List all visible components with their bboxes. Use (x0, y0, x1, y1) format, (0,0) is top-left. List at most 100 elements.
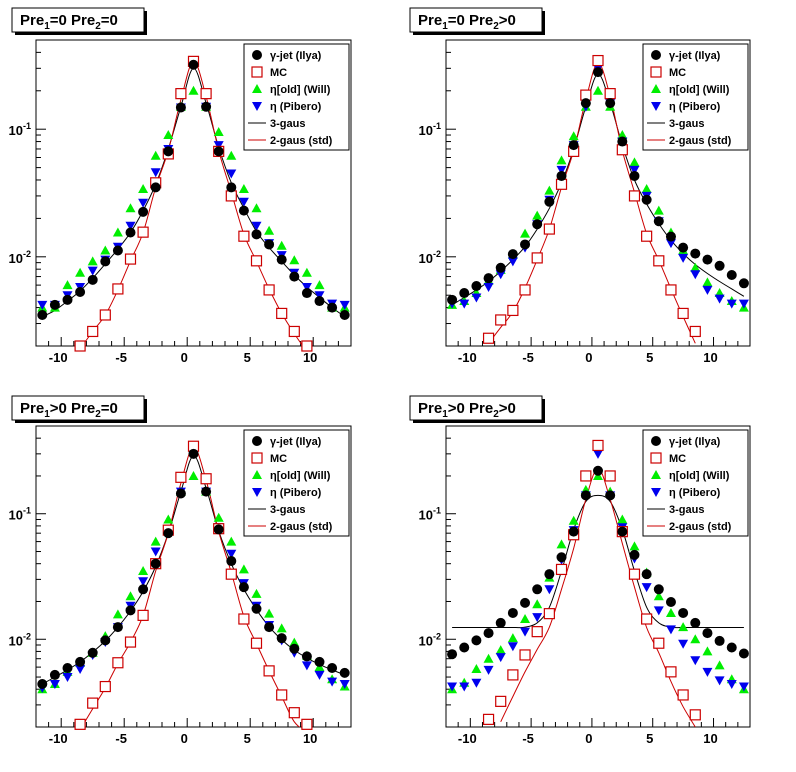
y-tick-exponent: -1 (433, 121, 441, 131)
data-point (49, 680, 60, 690)
legend-marker (651, 102, 661, 111)
data-point (150, 182, 161, 193)
legend-marker (651, 470, 661, 479)
y-tick-label: 10-2 (419, 249, 441, 266)
data-point (714, 294, 725, 304)
y-tick-base: 10 (419, 123, 433, 138)
x-tick-label: 0 (181, 731, 188, 746)
data-point (150, 547, 161, 557)
data-point (251, 588, 262, 598)
x-tick-label: -5 (115, 350, 127, 365)
y-tick-exponent: -2 (23, 249, 31, 259)
title-part: Pre (469, 12, 493, 29)
data-point (520, 239, 531, 250)
x-tick-label: 0 (585, 350, 592, 365)
data-point (276, 240, 287, 250)
data-point (738, 648, 749, 659)
data-point (580, 470, 592, 482)
legend-label: η (Pibero) (669, 487, 721, 499)
data-point (138, 183, 149, 193)
data-point (665, 284, 677, 296)
data-point (593, 85, 603, 95)
data-point (495, 645, 506, 655)
y-tick-exponent: -2 (433, 631, 441, 641)
legend-marker (251, 452, 263, 464)
data-point (495, 262, 506, 273)
data-point (605, 490, 616, 501)
data-point (213, 512, 224, 522)
data-point (62, 673, 73, 683)
data-point (124, 636, 137, 648)
data-point (653, 637, 665, 649)
legend-marker (651, 84, 661, 93)
data-point (653, 216, 664, 227)
data-point (100, 635, 111, 646)
legend-label: γ-jet (Ilya) (669, 50, 721, 62)
data-point (87, 325, 99, 338)
data-point (459, 642, 470, 653)
title-part: Pre (71, 400, 95, 417)
data-point (188, 448, 199, 459)
data-point (125, 591, 136, 601)
title-box (11, 395, 145, 421)
data-point (689, 709, 701, 721)
y-axis: 10-110-2 (9, 39, 46, 347)
legend: γ-jet (Ilya) MC η[old] (Will) η (Pibero) 3-g… (243, 43, 350, 151)
data-point (495, 314, 507, 326)
data-point (459, 299, 470, 309)
x-tick-label: 10 (703, 350, 717, 365)
data-point (544, 185, 555, 195)
data-point (75, 656, 86, 667)
legend-label: γ-jet (Ilya) (669, 436, 721, 448)
data-point (495, 695, 507, 707)
data-point (188, 470, 199, 480)
data-point (592, 439, 604, 452)
title-subscript: 2 (493, 21, 499, 32)
legend-label: 3-gaus (669, 504, 704, 516)
title-text: Pre1>0 Pre2=0 (20, 400, 118, 420)
data-point (641, 583, 652, 593)
data-point (238, 564, 249, 574)
legend-label: 2-gaus (std) (669, 135, 732, 147)
data-point (471, 281, 482, 292)
data-point (112, 245, 123, 256)
legend-marker (252, 50, 262, 60)
data-point (471, 635, 482, 646)
data-point (251, 603, 262, 614)
x-tick-label: 5 (244, 350, 251, 365)
data-point (555, 563, 568, 576)
title-text: Pre1=0 Pre2>0 (418, 12, 516, 32)
y-tick-label: 10-1 (9, 506, 31, 523)
data-point (532, 219, 543, 230)
legend-label: γ-jet (Ilya) (270, 436, 322, 448)
x-tick-label: 10 (703, 731, 717, 746)
legend-label: 3-gaus (669, 118, 704, 130)
data-point (213, 146, 224, 157)
data-point (690, 634, 701, 644)
data-point (605, 98, 616, 109)
data-point (690, 656, 701, 666)
title-part: =0 (50, 12, 71, 29)
data-point (483, 273, 494, 284)
title-part: Pre (418, 400, 442, 417)
data-point (138, 206, 149, 217)
data-point (678, 253, 689, 263)
data-point (200, 88, 212, 100)
data-point (531, 252, 543, 264)
title-part: =0 (448, 12, 469, 29)
data-point (665, 625, 676, 635)
data-point (689, 325, 701, 338)
x-tick-label: 10 (303, 350, 317, 365)
title-part: =0 (101, 12, 118, 29)
y-axis: 10-1 10-2 (419, 39, 456, 347)
data-point (702, 646, 713, 656)
data-point (301, 661, 312, 671)
data-point (124, 253, 137, 265)
data-point (289, 255, 300, 265)
data-point (641, 569, 652, 580)
data-point (339, 300, 350, 310)
data-point (483, 665, 494, 675)
title-part: Pre (20, 12, 44, 29)
data-point (483, 653, 494, 663)
